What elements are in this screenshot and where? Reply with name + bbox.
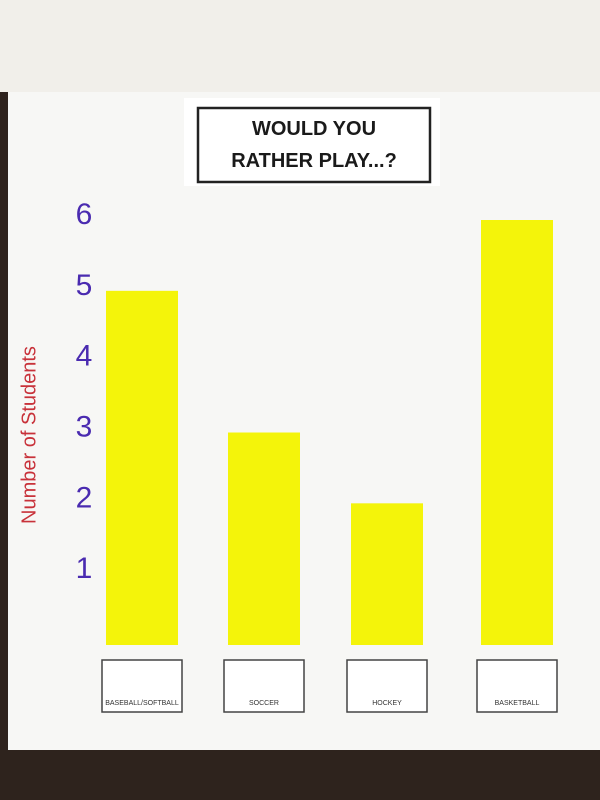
- category-card: [346, 659, 428, 713]
- x-tick-label: SOCCER: [249, 700, 279, 707]
- y-tick-label: 4: [76, 340, 93, 373]
- folded-flap: [0, 0, 600, 92]
- chart-title: WOULD YOU RATHER PLAY...?: [231, 118, 397, 172]
- category-card: [223, 659, 305, 713]
- bar: [106, 290, 178, 645]
- bar: [481, 220, 553, 645]
- y-tick-label: 3: [76, 410, 93, 443]
- y-tick-label: 2: [76, 481, 93, 514]
- bar: [228, 432, 300, 645]
- category-card: [476, 659, 558, 713]
- category-card: [101, 659, 183, 713]
- y-tick-label: 5: [76, 269, 93, 302]
- y-tick-label: 6: [76, 198, 93, 231]
- y-axis-label: Number of Students: [18, 346, 40, 524]
- y-tick-label: 1: [76, 552, 93, 585]
- title-frame: [196, 106, 432, 184]
- bar: [351, 503, 423, 645]
- x-tick-label: HOCKEY: [372, 700, 402, 707]
- x-tick-label: BASKETBALL: [495, 700, 540, 707]
- x-tick-label: BASEBALL/SOFTBALL: [105, 700, 179, 707]
